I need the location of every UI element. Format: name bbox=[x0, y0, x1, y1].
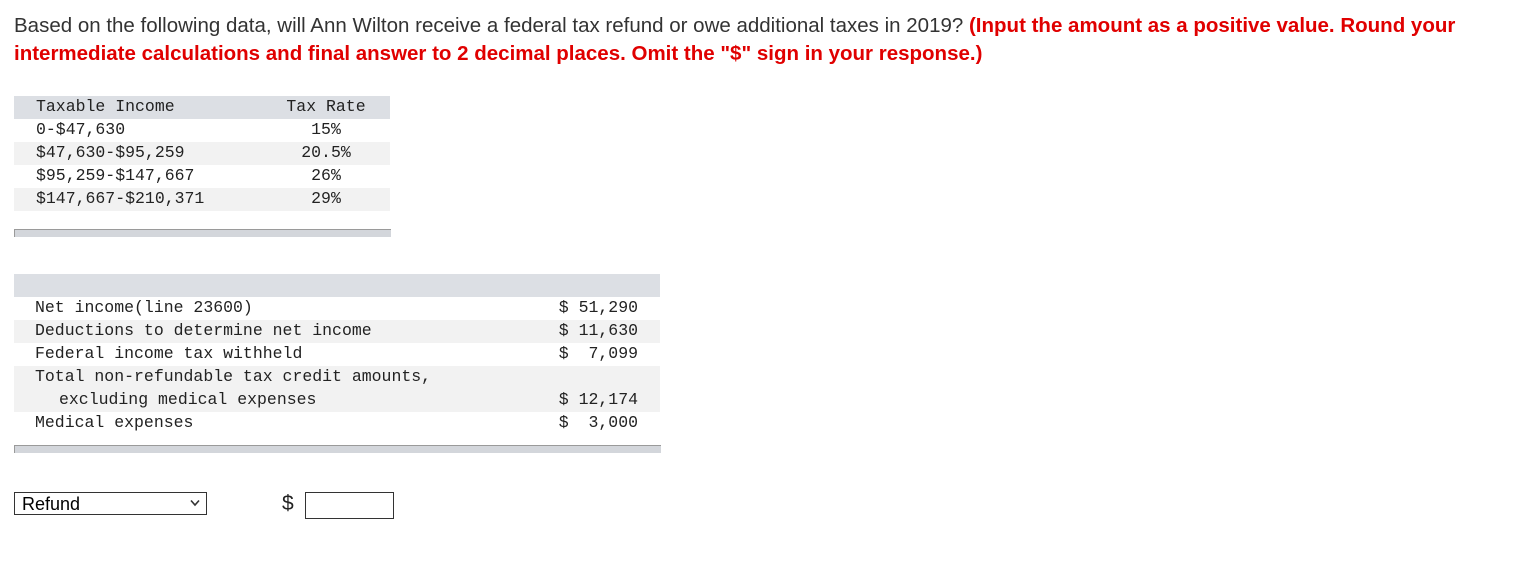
tax-data-table-header bbox=[14, 274, 660, 297]
income-bracket: 0-$47,630 bbox=[36, 120, 126, 139]
table-row: Deductions to determine net income $ 11,… bbox=[14, 320, 660, 343]
tax-rate-row: $47,630-$95,259 20.5% bbox=[14, 142, 390, 165]
row-value: $ 3,000 bbox=[558, 413, 638, 432]
tax-data-table-footer bbox=[14, 445, 661, 453]
rate-value: 29% bbox=[311, 189, 341, 208]
row-label: Total non-refundable tax credit amounts, bbox=[35, 367, 432, 386]
row-label: excluding medical expenses bbox=[59, 390, 317, 409]
row-value: $ 7,099 bbox=[558, 344, 638, 363]
row-label: Medical expenses bbox=[35, 413, 194, 432]
tax-rate-row: $147,667-$210,371 29% bbox=[14, 188, 390, 211]
row-label: Deductions to determine net income bbox=[35, 321, 372, 340]
row-value: $ 51,290 bbox=[558, 298, 638, 317]
income-bracket: $95,259-$147,667 bbox=[36, 166, 195, 185]
tax-rate-row: $95,259-$147,667 26% bbox=[14, 165, 390, 188]
question-prompt: Based on the following data, will Ann Wi… bbox=[14, 14, 969, 37]
question-instruction: (Input the amount as a positive value. R… bbox=[14, 14, 1456, 65]
taxable-income-header: Taxable Income bbox=[36, 97, 175, 116]
tax-rate-table-footer bbox=[14, 229, 391, 237]
amount-input[interactable] bbox=[305, 492, 394, 519]
tax-rate-row: 0-$47,630 15% bbox=[14, 119, 390, 142]
row-value: $ 12,174 bbox=[558, 390, 638, 409]
table-row: excluding medical expenses $ 12,174 bbox=[14, 389, 660, 412]
row-label: Federal income tax withheld bbox=[35, 344, 303, 363]
question-text: Based on the following data, will Ann Wi… bbox=[14, 12, 1494, 68]
table-row: Net income(line 23600) $ 51,290 bbox=[14, 297, 660, 320]
rate-value: 26% bbox=[311, 166, 341, 185]
select-value: Refund bbox=[22, 494, 81, 514]
chevron-down-icon bbox=[190, 499, 200, 507]
tax-data-table: Net income(line 23600) $ 51,290 Deductio… bbox=[14, 274, 660, 435]
income-bracket: $47,630-$95,259 bbox=[36, 143, 185, 162]
tax-rate-header: Tax Rate bbox=[286, 97, 366, 116]
tax-rate-table: Taxable Income Tax Rate 0-$47,630 15% $4… bbox=[14, 96, 390, 211]
income-bracket: $147,667-$210,371 bbox=[36, 189, 205, 208]
currency-symbol: $ bbox=[282, 492, 294, 515]
rate-value: 20.5% bbox=[301, 143, 351, 162]
rate-value: 15% bbox=[311, 120, 341, 139]
tax-rate-table-header: Taxable Income Tax Rate bbox=[14, 96, 390, 119]
table-row: Federal income tax withheld $ 7,099 bbox=[14, 343, 660, 366]
row-label: Net income(line 23600) bbox=[35, 298, 253, 317]
table-row: Medical expenses $ 3,000 bbox=[14, 412, 660, 435]
row-value: $ 11,630 bbox=[558, 321, 638, 340]
refund-or-owe-select[interactable]: Refund bbox=[14, 492, 207, 515]
table-row: Total non-refundable tax credit amounts, bbox=[14, 366, 660, 389]
